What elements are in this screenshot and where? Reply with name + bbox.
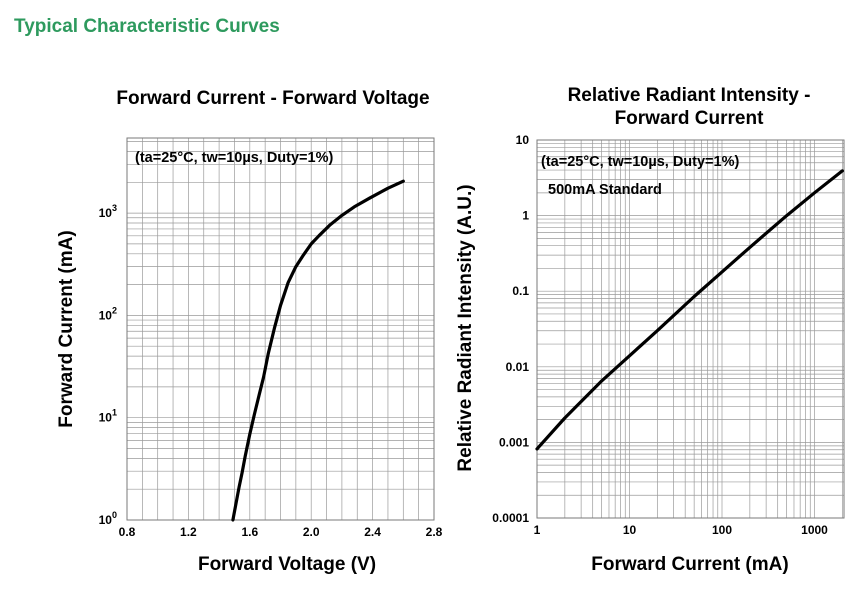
chart2-plot-frame [536,139,845,519]
chart2-y-axis-label: Relative Radiant Intensity (A.U.) [455,184,476,471]
chart1-x-tick-label: 2.4 [364,525,381,539]
chart1-x-tick-label: 1.6 [241,525,258,539]
chart1-x-axis-label: Forward Voltage (V) [198,554,376,575]
chart2-grid [536,140,844,519]
chart2-y-tick-label: 1 [522,209,529,223]
chart2-y-tick-label: 0.1 [512,284,529,298]
chart1-title: Forward Current - Forward Voltage [116,88,429,109]
chart2-y-ticks: 0.0001 0.001 0.01 0.1 1 10 [492,133,529,525]
chart1-y-tick-label: 100 [99,510,117,527]
chart2-y-tick-label: 0.001 [499,435,529,449]
chart1-y-tick-label: 103 [99,203,117,220]
chart2-annotation-conditions: (ta=25°C, tw=10µs, Duty=1%) [541,154,739,170]
chart2-series-line [535,169,844,451]
chart1-x-ticks: 0.8 1.2 1.6 2.0 2.4 2.8 [119,525,443,539]
chart2-x-ticks: 1 10 100 1000 [534,523,829,537]
chart1-y-tick-label: 101 [99,408,117,425]
chart1-plot-frame [126,137,435,521]
chart2-x-tick-label: 1000 [801,523,828,537]
chart2-y-tick-label: 0.01 [506,360,530,374]
chart2-x-tick-label: 10 [623,523,637,537]
chart2-y-tick-label: 0.0001 [492,511,529,525]
page-heading: Typical Characteristic Curves [14,16,280,37]
chart1-x-tick-label: 0.8 [119,525,136,539]
chart1-grid [126,138,435,521]
chart2-annotation-standard: 500mA Standard [548,182,662,198]
chart-forward-current-voltage: Forward Current - Forward Voltage 0.8 1.2… [56,88,443,575]
chart2-x-tick-label: 1 [534,523,541,537]
chart1-annotation: (ta=25°C, tw=10µs, Duty=1%) [135,150,333,166]
chart1-series-line [231,179,405,522]
chart2-title-line2: Forward Current [615,108,765,129]
chart1-x-tick-label: 2.8 [426,525,443,539]
chart1-y-ticks: 100 101 102 103 [99,203,117,527]
chart2-x-axis-label: Forward Current (mA) [591,554,788,575]
chart1-x-tick-label: 2.0 [303,525,320,539]
chart2-y-tick-label: 10 [516,133,530,147]
chart1-y-tick-label: 102 [99,305,117,322]
chart1-y-axis-label: Forward Current (mA) [56,230,77,427]
chart2-x-tick-label: 100 [712,523,732,537]
chart1-x-tick-label: 1.2 [180,525,197,539]
chart-relative-radiant-intensity: Relative Radiant Intensity - Forward Cur… [455,85,845,575]
chart2-title-line1: Relative Radiant Intensity - [568,85,811,106]
